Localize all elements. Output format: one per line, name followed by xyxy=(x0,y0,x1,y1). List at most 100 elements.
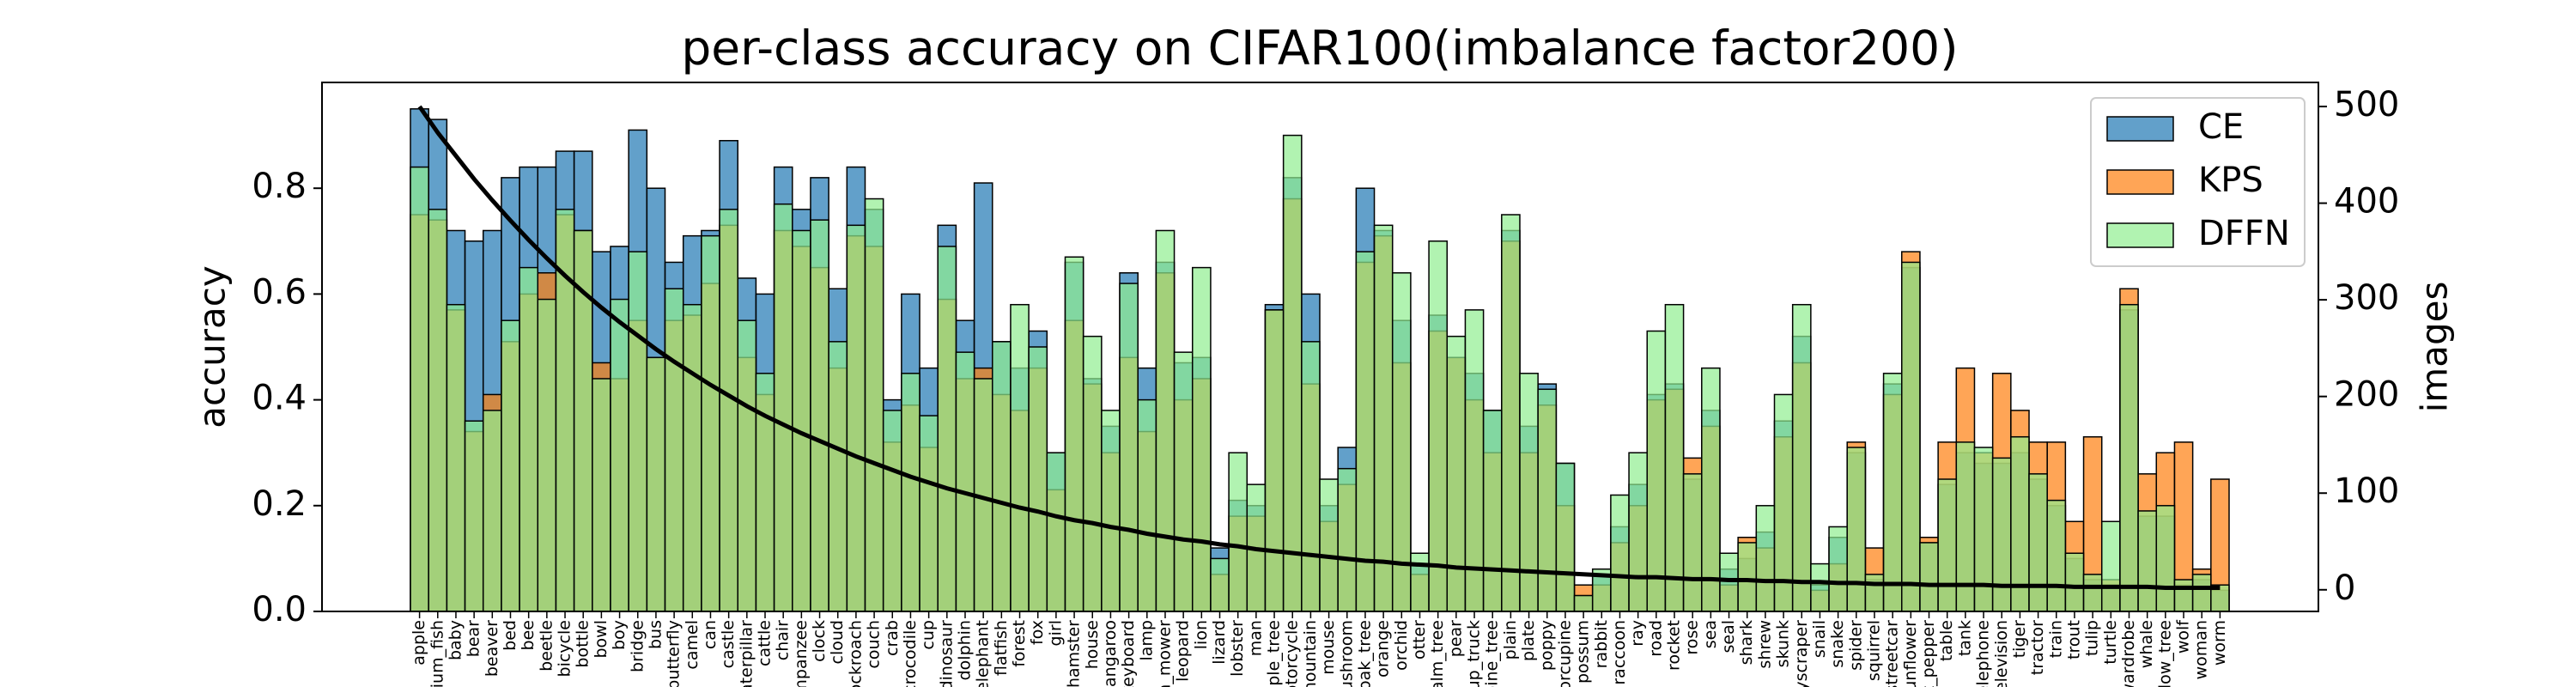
x-tick-label: man xyxy=(1246,620,1265,656)
x-tick-label: plate xyxy=(1519,620,1538,661)
x-tick-label: crab xyxy=(883,620,902,656)
y2-tick-label: 500 xyxy=(2334,85,2399,125)
bar xyxy=(992,341,1012,612)
bar xyxy=(2046,499,2067,612)
bar xyxy=(682,303,702,612)
x-tick-label: snake xyxy=(1828,620,1847,668)
x-tick-label: fox xyxy=(1028,620,1047,645)
x-tick-label: wardrobe xyxy=(2119,620,2138,687)
x-tick-label: lawn_mower xyxy=(1155,620,1174,687)
bar xyxy=(482,410,502,612)
x-tick-label: spider xyxy=(1846,620,1865,671)
bar xyxy=(1064,256,1084,612)
x-tick-label: otter xyxy=(1410,620,1429,660)
x-tick-label: mountain xyxy=(1301,620,1320,687)
x-tick-label: girl xyxy=(1046,620,1065,646)
line xyxy=(417,105,2221,591)
y-tick-label: 0.0 xyxy=(252,590,307,629)
bar xyxy=(1191,266,1212,612)
bar xyxy=(2082,574,2103,612)
bar xyxy=(2155,505,2176,612)
bar xyxy=(1901,261,1921,612)
bar xyxy=(1482,410,1503,612)
x-tick-label: shark xyxy=(1737,620,1756,665)
y-axis-label: accuracy xyxy=(191,265,234,429)
x-tick-label: mouse xyxy=(1319,620,1338,675)
x-tick-label: sea xyxy=(1701,620,1720,648)
x-tick-label: pear xyxy=(1446,620,1465,657)
bar xyxy=(1446,335,1467,612)
bar xyxy=(1537,388,1558,612)
bar xyxy=(628,251,648,612)
bar xyxy=(919,415,939,612)
x-tick-label: boy xyxy=(610,620,629,650)
bar xyxy=(773,203,793,612)
bar xyxy=(792,229,811,612)
bar xyxy=(1210,557,1230,612)
legend-label: CE xyxy=(2198,107,2244,147)
bar xyxy=(1646,330,1667,612)
bar xyxy=(1810,562,1830,612)
x-tick-label: lizard xyxy=(1210,620,1229,665)
x-tick-label: possum xyxy=(1574,620,1593,684)
x-tick-label: television xyxy=(1992,620,2011,687)
x-tick-label: couch xyxy=(865,620,884,669)
x-tick-label: pickup_truck xyxy=(1465,620,1484,687)
bar xyxy=(1282,134,1303,612)
bar xyxy=(664,288,684,612)
bar xyxy=(1737,542,1758,612)
bar xyxy=(1101,410,1121,612)
bar xyxy=(464,420,484,612)
bar xyxy=(1046,452,1066,612)
x-tick-label: streetcar xyxy=(1883,620,1902,687)
y-tick-label: 0.4 xyxy=(252,379,307,418)
x-tick-label: lobster xyxy=(1228,620,1247,677)
x-tick-label: bear xyxy=(465,620,483,657)
x-tick-label: maple_tree xyxy=(1265,620,1284,687)
x-tick-label: whale xyxy=(2137,620,2156,668)
bar xyxy=(592,378,611,612)
bar xyxy=(882,410,902,612)
bar xyxy=(410,166,429,612)
x-tick-label: pine_tree xyxy=(1483,620,1502,687)
bar xyxy=(2137,510,2158,612)
x-tick-label: snail xyxy=(1810,620,1829,658)
x-tick-label: bowl xyxy=(592,620,611,659)
bar xyxy=(1264,309,1285,612)
legend-label: KPS xyxy=(2198,161,2263,200)
x-tick-label: cockroach xyxy=(846,620,865,687)
x-tick-label: bee xyxy=(519,620,538,650)
x-tick-label: worm xyxy=(2210,620,2229,666)
x-tick-label: forest xyxy=(1010,620,1029,667)
bar xyxy=(955,351,975,612)
x-tick-label: lion xyxy=(1192,620,1211,649)
x-tick-label: orchid xyxy=(1392,620,1411,671)
x-tick-label: caterpillar xyxy=(737,620,756,687)
x-tick-label: can xyxy=(701,620,720,649)
x-tick-label: skunk xyxy=(1774,620,1793,667)
x-tick-label: squirrel xyxy=(1864,620,1883,681)
legend-swatch xyxy=(2106,116,2174,142)
x-tick-label: telephone xyxy=(1974,620,1993,687)
x-tick-label: rocket xyxy=(1665,620,1684,671)
plot-frame xyxy=(321,82,2319,612)
x-tick-label: orange xyxy=(1374,620,1393,678)
bar xyxy=(1937,478,1958,612)
x-tick-label: trout xyxy=(2064,620,2083,660)
y-tick-label: 0.8 xyxy=(252,167,307,206)
bar xyxy=(1373,224,1394,612)
x-tick-label: turtle xyxy=(2101,620,2120,665)
x-tick-label: aquarium_fish xyxy=(428,620,447,687)
bar xyxy=(901,373,920,612)
bar xyxy=(1337,467,1358,612)
x-tick-label: chair xyxy=(774,620,793,660)
bar xyxy=(737,319,757,612)
x-tick-label: oak_tree xyxy=(1355,620,1374,687)
bar xyxy=(2173,579,2194,612)
x-tick-label: road xyxy=(1646,620,1665,657)
y2-tick-label: 300 xyxy=(2334,278,2399,318)
y2-tick-label: 100 xyxy=(2334,471,2399,511)
x-tick-label: keyboard xyxy=(1119,620,1138,687)
legend-swatch xyxy=(2106,222,2174,248)
bar xyxy=(846,224,866,612)
